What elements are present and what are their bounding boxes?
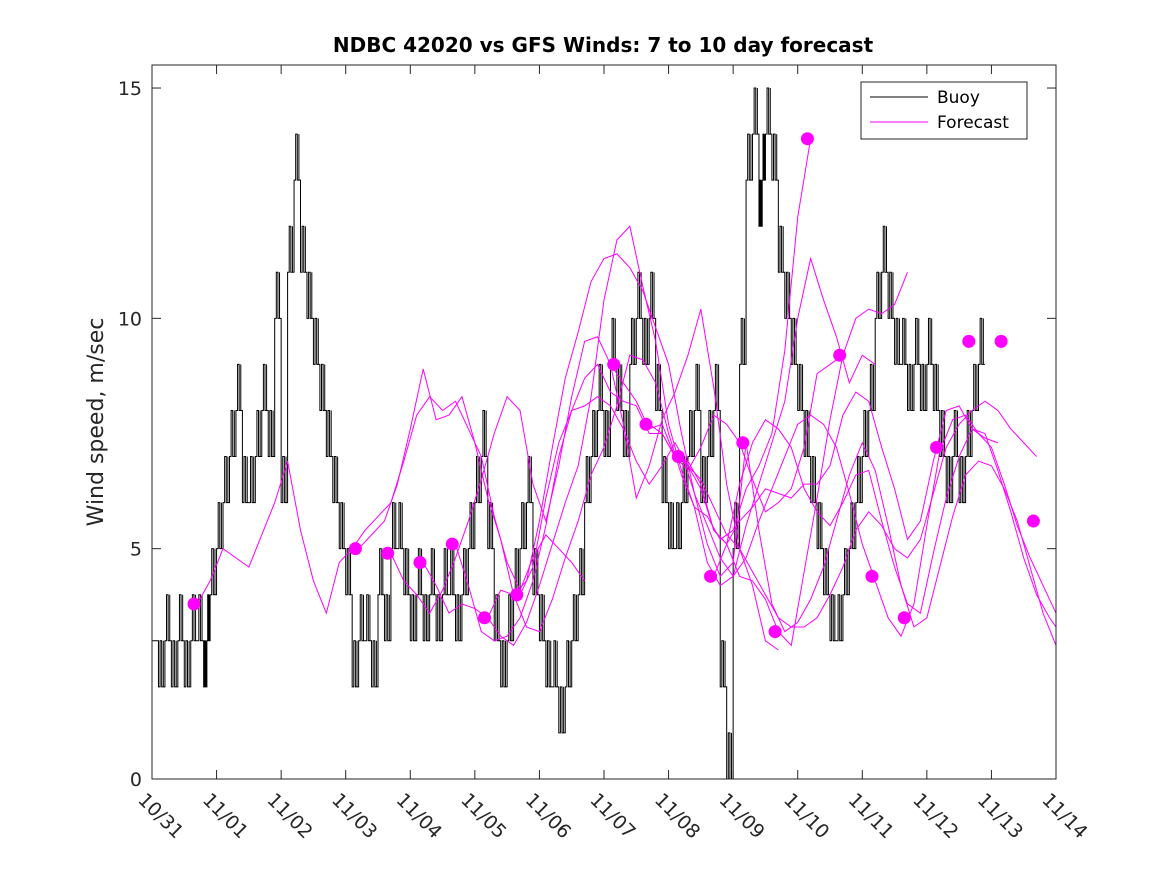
forecast-marker [800,132,814,146]
forecast-line-10 [681,414,1056,638]
forecast-line-9 [648,400,1037,628]
forecast-marker [962,334,976,348]
x-tick-label: 11/14 [1037,789,1091,843]
forecast-marker [510,588,524,602]
y-tick-label: 0 [130,769,142,791]
forecast-marker [187,597,201,611]
forecast-marker [865,569,879,583]
forecast-marker [704,569,718,583]
x-tick-label: 11/02 [263,789,317,843]
forecast-line-6 [487,256,876,633]
forecast-marker [930,440,944,454]
forecast-marker [671,450,685,464]
y-tick-label: 10 [118,308,142,330]
x-tick-label: 11/04 [392,789,446,843]
legend-buoy-label: Buoy [937,88,980,108]
y-tick-label: 5 [130,539,142,561]
legend-box [860,81,1028,140]
x-tick-label: 11/12 [908,789,962,843]
forecast-marker [994,334,1008,348]
forecast-marker [768,625,782,639]
x-tick-label: 11/08 [650,789,704,843]
x-tick-label: 11/11 [844,789,898,843]
y-tick-label: 15 [118,78,142,100]
forecast-marker [348,542,362,556]
x-tick-label: 11/13 [973,789,1027,843]
forecast-line-3 [390,309,779,651]
forecast-marker [833,348,847,362]
forecast-marker [639,417,653,431]
x-tick-label: 11/06 [521,789,575,843]
forecast-line-12 [745,441,1056,646]
forecast-marker [478,611,492,625]
x-tick-label: 10/31 [133,789,187,843]
y-axis-label: Wind speed, m/sec [84,318,109,527]
chart-title: NDBC 42020 vs GFS Winds: 7 to 10 day for… [333,33,874,57]
buoy-line [152,87,985,779]
x-tick-label: 11/01 [198,789,252,843]
forecast-marker [607,357,621,371]
forecast-marker [1026,514,1040,528]
legend-forecast-label: Forecast [937,113,1009,133]
forecast-line-2 [358,253,747,596]
x-tick-label: 11/07 [585,789,639,843]
forecast-marker [413,555,427,569]
forecast-marker [736,436,750,450]
forecast-line-11 [713,418,1056,628]
forecast-marker [445,537,459,551]
legend: Buoy Forecast [860,81,1028,140]
x-tick-label: 11/05 [456,789,510,843]
forecast-marker [897,611,911,625]
x-tick-label: 11/10 [779,789,833,843]
forecast-marker [381,546,395,560]
x-tick-label: 11/03 [327,789,381,843]
x-tick-label: 11/09 [715,789,769,843]
